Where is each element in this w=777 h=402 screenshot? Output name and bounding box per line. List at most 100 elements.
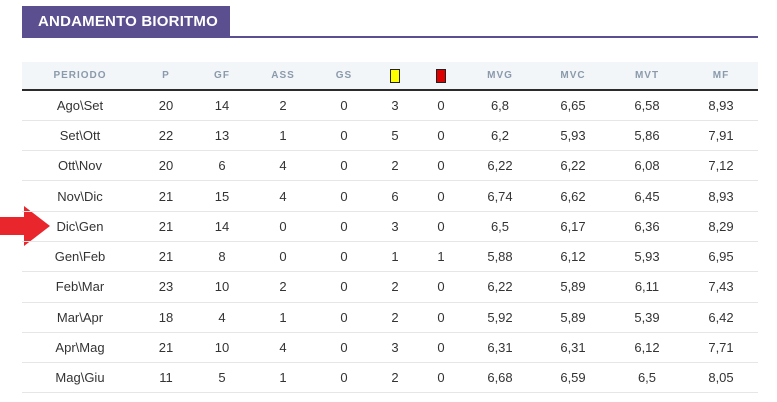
cell-periodo: Ott\Nov [22,150,138,182]
cell-mvg: 6,31 [464,332,536,364]
yellow-card-icon [390,68,400,83]
cell-gf: 14 [194,211,250,242]
table-row: Set\Ott 22 13 1 0 5 0 6,2 5,93 5,86 7,91 [22,120,758,152]
cell-ass: 0 [250,241,316,273]
cell-mvc: 5,93 [536,120,610,152]
cell-red-cards: 0 [418,332,464,364]
cell-mvc: 6,12 [536,241,610,273]
cell-mvg: 6,22 [464,150,536,182]
cell-gs: 0 [316,180,372,212]
cell-gs: 0 [316,271,372,303]
cell-mvt: 5,39 [610,302,684,333]
table-row: Nov\Dic 21 15 4 0 6 0 6,74 6,62 6,45 8,93 [22,180,758,212]
cell-ass: 1 [250,362,316,394]
cell-yellow-cards: 6 [372,180,418,212]
cell-ass: 1 [250,120,316,152]
section-header: ANDAMENTO BIORITMO [22,6,758,38]
cell-mf: 8,05 [684,362,758,394]
cell-mvt: 6,58 [610,90,684,121]
bioritmo-table-container: PERIODO P GF ASS GS MVG MVC MVT MF Ago\S… [22,62,758,394]
cell-p: 20 [138,90,194,121]
cell-gs: 0 [316,332,372,364]
cell-periodo: Mag\Giu [22,362,138,394]
cell-gs: 0 [316,120,372,152]
col-header-periodo[interactable]: PERIODO [22,62,138,91]
cell-gf: 8 [194,241,250,273]
cell-gs: 0 [316,90,372,121]
cell-ass: 2 [250,90,316,121]
cell-mvg: 6,5 [464,211,536,242]
cell-periodo: Gen\Feb [22,241,138,273]
cell-periodo: Nov\Dic [22,180,138,212]
cell-mvt: 6,45 [610,180,684,212]
cell-p: 11 [138,362,194,394]
cell-mf: 6,42 [684,302,758,333]
cell-gs: 0 [316,302,372,333]
cell-yellow-cards: 2 [372,302,418,333]
cell-mvg: 6,74 [464,180,536,212]
bioritmo-table: PERIODO P GF ASS GS MVG MVC MVT MF Ago\S… [22,62,758,394]
section-title: ANDAMENTO BIORITMO [22,6,230,37]
table-row: Ott\Nov 20 6 4 0 2 0 6,22 6,22 6,08 7,12 [22,150,758,182]
table-row: Apr\Mag 21 10 4 0 3 0 6,31 6,31 6,12 7,71 [22,332,758,364]
cell-mvt: 6,11 [610,271,684,303]
cell-red-cards: 0 [418,120,464,152]
cell-red-cards: 0 [418,271,464,303]
cell-mvc: 6,62 [536,180,610,212]
cell-periodo: Apr\Mag [22,332,138,364]
col-header-red-card[interactable] [418,62,464,91]
cell-gf: 14 [194,90,250,121]
red-card-icon [436,68,446,83]
col-header-p[interactable]: P [138,62,194,91]
cell-gf: 5 [194,362,250,394]
cell-mvg: 6,8 [464,90,536,121]
col-header-ass[interactable]: ASS [250,62,316,91]
cell-gs: 0 [316,150,372,182]
cell-red-cards: 0 [418,150,464,182]
cell-p: 21 [138,332,194,364]
cell-periodo: Set\Ott [22,120,138,152]
table-row: Mar\Apr 18 4 1 0 2 0 5,92 5,89 5,39 6,42 [22,302,758,333]
cell-red-cards: 0 [418,302,464,333]
cell-mvt: 6,5 [610,362,684,394]
cell-periodo: Ago\Set [22,90,138,121]
cell-red-cards: 0 [418,90,464,121]
cell-mf: 6,95 [684,241,758,273]
cell-gf: 4 [194,302,250,333]
cell-mf: 7,43 [684,271,758,303]
col-header-yellow-card[interactable] [372,62,418,91]
cell-yellow-cards: 3 [372,90,418,121]
table-row: Ago\Set 20 14 2 0 3 0 6,8 6,65 6,58 8,93 [22,90,758,121]
cell-red-cards: 0 [418,362,464,394]
cell-yellow-cards: 3 [372,332,418,364]
cell-mvg: 5,88 [464,241,536,273]
cell-gs: 0 [316,362,372,394]
col-header-mvc[interactable]: MVC [536,62,610,91]
cell-periodo: Feb\Mar [22,271,138,303]
cell-ass: 4 [250,150,316,182]
cell-yellow-cards: 2 [372,150,418,182]
table-row: Gen\Feb 21 8 0 0 1 1 5,88 6,12 5,93 6,95 [22,241,758,273]
cell-gf: 10 [194,332,250,364]
cell-p: 21 [138,241,194,273]
cell-ass: 0 [250,211,316,242]
col-header-gf[interactable]: GF [194,62,250,91]
table-header-row: PERIODO P GF ASS GS MVG MVC MVT MF [22,62,758,91]
cell-mvc: 5,89 [536,302,610,333]
cell-mf: 7,12 [684,150,758,182]
col-header-mvg[interactable]: MVG [464,62,536,91]
col-header-mf[interactable]: MF [684,62,758,91]
table-row: Mag\Giu 11 5 1 0 2 0 6,68 6,59 6,5 8,05 [22,362,758,394]
cell-p: 21 [138,180,194,212]
cell-gs: 0 [316,211,372,242]
cell-yellow-cards: 2 [372,271,418,303]
col-header-mvt[interactable]: MVT [610,62,684,91]
cell-red-cards: 0 [418,180,464,212]
col-header-gs[interactable]: GS [316,62,372,91]
cell-gs: 0 [316,241,372,273]
cell-gf: 15 [194,180,250,212]
cell-mvg: 6,68 [464,362,536,394]
cell-ass: 2 [250,271,316,303]
cell-ass: 1 [250,302,316,333]
cell-gf: 10 [194,271,250,303]
